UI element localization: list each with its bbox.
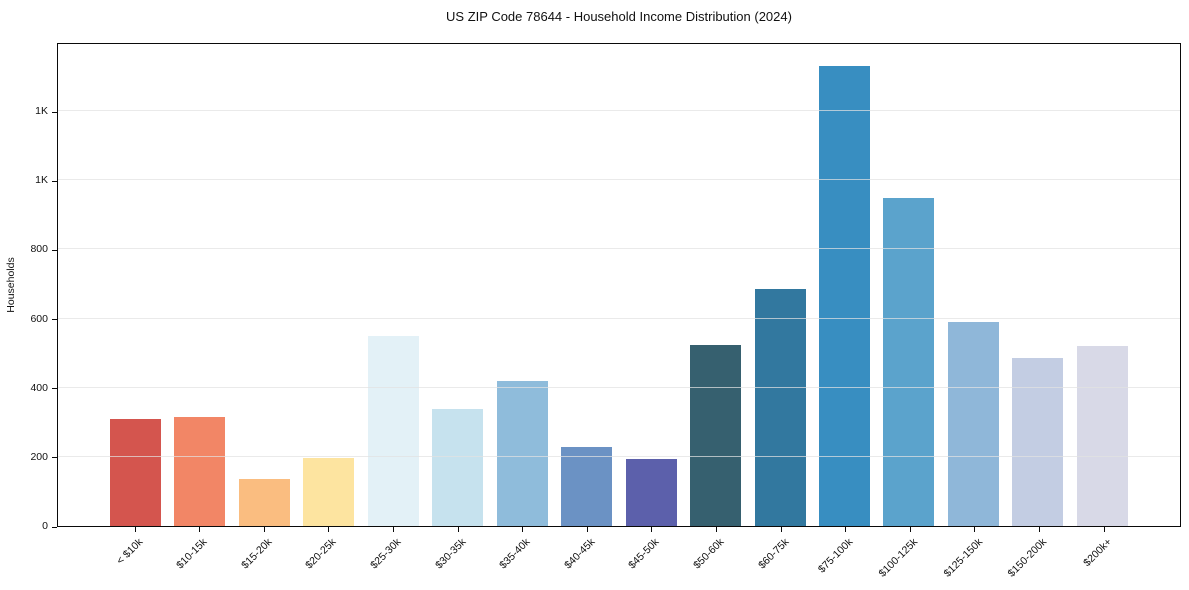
bar-50-60k [690, 344, 742, 526]
bar-40-45k [561, 446, 613, 526]
y-tick-label-800: 800 [30, 243, 48, 256]
y-tick-600 [52, 319, 57, 321]
y-tick-label-200: 200 [30, 450, 48, 463]
x-tick-15 [1038, 527, 1040, 532]
x-tick-label: $60-75k [755, 536, 791, 572]
bar-10k [110, 418, 161, 526]
x-tick-13 [909, 527, 911, 532]
x-tick-8 [586, 527, 588, 532]
x-tick-14 [974, 527, 976, 532]
x-tick-label: < $10k [113, 536, 145, 567]
x-tick-label: $125-150k [941, 536, 985, 580]
bar-35-40k [496, 380, 548, 526]
x-tick-9 [651, 527, 653, 532]
x-tick-16 [1103, 527, 1105, 532]
gridline-600 [58, 317, 1180, 319]
bar-15-20k [238, 479, 290, 526]
x-tick-7 [522, 527, 524, 532]
x-tick-label: $150-200k [1005, 536, 1050, 580]
x-tick-10 [715, 527, 717, 532]
x-tick-label: $30-35k [432, 536, 468, 572]
x-tick-3 [263, 527, 265, 532]
gridline-800 [58, 248, 1180, 250]
y-tick-800 [52, 249, 57, 251]
bars-container [58, 44, 1180, 526]
x-tick-12 [845, 527, 847, 532]
x-tick-5 [392, 527, 394, 532]
x-tick-label: $75-100k [816, 536, 856, 576]
x-tick-label: $45-50k [626, 536, 662, 572]
x-tick-label: $15-20k [238, 536, 275, 572]
bar-20-25k [303, 457, 355, 526]
y-tick-label-0: 0 [42, 520, 48, 532]
x-tick-label: $50-60k [691, 536, 727, 572]
y-tick-400 [52, 388, 57, 390]
gridline-1200 [58, 110, 1180, 112]
y-tick-200 [52, 457, 57, 459]
bar-60-75k [754, 289, 806, 526]
bar-125-150k [947, 322, 999, 526]
bar-75-100k [818, 66, 870, 526]
x-tick-1 [134, 527, 136, 532]
x-tick-6 [457, 527, 459, 532]
y-tick-1000 [52, 180, 57, 182]
y-tick-1200 [52, 111, 57, 113]
chart-title: US ZIP Code 78644 - Household Income Dis… [446, 9, 792, 24]
x-tick-label: $35-40k [497, 536, 533, 572]
bar-100-125k [883, 197, 935, 526]
y-tick-label-1000: 1K [35, 174, 48, 187]
y-tick-label-600: 600 [30, 312, 48, 325]
y-tick-label-1200: 1K [35, 105, 48, 118]
x-tick-label: $100-125k [876, 536, 921, 580]
x-tick-label: $20-25k [303, 536, 339, 572]
plot-area [57, 43, 1181, 527]
gridline-200 [58, 455, 1180, 457]
bar-150-200k [1012, 358, 1064, 526]
bar-200k [1076, 346, 1128, 526]
bar-25-30k [367, 335, 419, 526]
x-tick-label: $10-15k [174, 536, 210, 572]
gridline-1000 [58, 179, 1180, 181]
x-tick-4 [328, 527, 330, 532]
x-tick-label: $25-30k [368, 536, 404, 572]
x-tick-label: $40-45k [561, 536, 598, 572]
x-tick-label: $200k+ [1080, 536, 1114, 570]
gridline-400 [58, 386, 1180, 388]
x-tick-11 [780, 527, 782, 532]
x-tick-2 [199, 527, 201, 532]
bar-45-50k [625, 459, 677, 526]
bar-10-15k [174, 417, 226, 526]
bar-30-35k [432, 408, 484, 526]
y-tick-0 [52, 526, 57, 528]
y-axis-label: Households [5, 257, 17, 313]
y-tick-label-400: 400 [30, 381, 48, 394]
